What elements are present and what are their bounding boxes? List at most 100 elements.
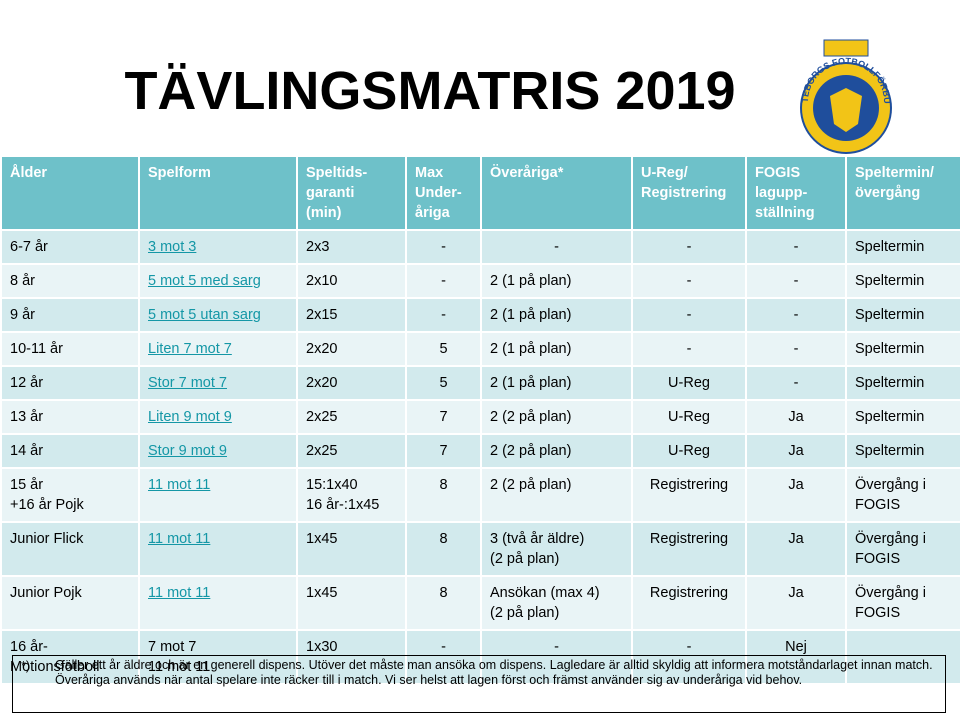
table-cell: Speltermin [845,331,960,367]
table-cell: Nej [745,629,847,685]
table-cell: Ja [745,399,847,435]
column-header: Speltermin/ övergång [845,155,960,231]
table-cell: 7 [405,399,482,435]
footnote-text: Gäller ett år äldre och är en generell d… [55,658,939,688]
link-cell[interactable]: 11 mot 11 [138,467,298,523]
table-cell: - [745,297,847,333]
column-header: Överåriga* [480,155,633,231]
table-cell: Registrering [631,467,747,523]
table-cell: - [631,229,747,265]
table-cell: 1x30 [296,629,407,685]
table-cell: 3 (två år äldre) (2 på plan) [480,521,633,577]
link-cell[interactable]: 3 mot 3 [138,229,298,265]
table-cell: Ja [745,467,847,523]
table-row: 14 år Stor 9 mot 9 2x25 7 2 (2 på plan) U-Reg… [0,433,960,469]
table-cell: 8 år [0,263,140,299]
table-cell: 1x45 [296,521,407,577]
table-cell: Övergång i FOGIS [845,575,960,631]
table-cell: 12 år [0,365,140,401]
column-header: Ålder [0,155,140,231]
table-cell: 8 [405,521,482,577]
footnote-line: Gäller ett år äldre och är en generell d… [55,658,933,672]
table-row: 9 år 5 mot 5 utan sarg 2x15-2 (1 på plan) -… [0,297,960,333]
table-cell: 2x15 [296,297,407,333]
title: TÄVLINGSMATRIS 2019 [124,61,736,121]
link-cell[interactable]: 11 mot 11 [138,521,298,577]
table-cell: 1x45 [296,575,407,631]
table-cell: 9 år [0,297,140,333]
table-cell: Övergång i FOGIS [845,521,960,577]
table-cell: 7 mot 7 11 mot 11 [138,629,298,685]
table-cell: 2 (1 på plan) [480,331,633,367]
table-cell: 7 [405,433,482,469]
table-cell: Speltermin [845,297,960,333]
table-cell: Speltermin [845,433,960,469]
table-row: 8 år 5 mot 5 med sarg 2x10-2 (1 på plan) - -… [0,263,960,299]
table-cell: 2 (2 på plan) [480,433,633,469]
table-cell: 2 (2 på plan) [480,467,633,523]
table-cell: - [480,229,633,265]
column-header: U-Reg/ Registrering [631,155,747,231]
column-header: Speltids- garanti (min) [296,155,407,231]
table-cell: 2x20 [296,365,407,401]
logo: GÖTEBORGS FOTBOLLFÖRBUND [786,36,892,154]
table-cell: 2x20 [296,331,407,367]
table-cell: Junior Flick [0,521,140,577]
table-cell: Speltermin [845,365,960,401]
matrix-table: Ålder Spelform Speltids- garanti (min) Max … [0,155,960,685]
table-row: 12 år Stor 7 mot 7 2x20 5 2 (1 på plan) U-Reg… [0,365,960,401]
table-cell: - [745,365,847,401]
table-cell: 2x10 [296,263,407,299]
table-cell: - [405,297,482,333]
table-row: 16 år- Motionsfotboll 7 mot 7 11 mot 11 1x… [0,629,960,685]
table-cell: 5 [405,331,482,367]
table-cell: Speltermin [845,399,960,435]
link-cell[interactable]: Liten 7 mot 7 [138,331,298,367]
link-cell[interactable]: Stor 7 mot 7 [138,365,298,401]
table-cell: - [405,629,482,685]
link-cell[interactable]: Liten 9 mot 9 [138,399,298,435]
table-cell: Ansökan (max 4) (2 på plan) [480,575,633,631]
table-row: Junior Flick 11 mot 11 1x45 8 3 (två år äldr… [0,521,960,577]
table-cell: - [480,629,633,685]
table-cell: 15:1x40 16 år-:1x45 [296,467,407,523]
table-cell: U-Reg [631,399,747,435]
table-cell: 2 (1 på plan) [480,297,633,333]
table-row: Junior Pojk 11 mot 11 1x45 8 Ansökan (max 4)… [0,575,960,631]
table-cell: 8 [405,467,482,523]
table-cell: - [631,263,747,299]
table-cell: 15 år +16 år Pojk [0,467,140,523]
link-cell[interactable]: 5 mot 5 med sarg [138,263,298,299]
table-cell: 2x25 [296,433,407,469]
table-cell: Junior Pojk [0,575,140,631]
header-row: Ålder Spelform Speltids- garanti (min) Max … [0,155,960,231]
link-cell[interactable]: Stor 9 mot 9 [138,433,298,469]
footnote-line: Överåriga används när antal spelare inte… [55,673,803,687]
table-cell: Speltermin [845,263,960,299]
table-cell: 5 [405,365,482,401]
table-cell: - [745,331,847,367]
table-cell: Speltermin [845,229,960,265]
table-cell: Ja [745,433,847,469]
column-header: Spelform [138,155,298,231]
table-row: 6-7 år 3 mot 3 2x3- - - - Speltermin [0,229,960,265]
table-cell: 16 år- Motionsfotboll [0,629,140,685]
table-cell: Ja [745,521,847,577]
table-row: 15 år +16 år Pojk 11 mot 11 15:1x40 16 år-… [0,467,960,523]
table-cell: - [405,229,482,265]
table-cell: Registrering [631,575,747,631]
logo-crown [823,39,869,57]
table-cell: 6-7 år [0,229,140,265]
table-cell: - [745,229,847,265]
table-cell: Ja [745,575,847,631]
table-cell: U-Reg [631,365,747,401]
link-cell[interactable]: 5 mot 5 utan sarg [138,297,298,333]
table-cell: 2 (1 på plan) [480,365,633,401]
table-cell: 2 (1 på plan) [480,263,633,299]
table-cell: 2x3 [296,229,407,265]
link-cell[interactable]: 11 mot 11 [138,575,298,631]
table-row: 13 år Liten 9 mot 9 2x25 7 2 (2 på plan) U-Re… [0,399,960,435]
table-cell: 8 [405,575,482,631]
footnote: *) Gäller ett år äldre och är en generel… [12,655,946,713]
